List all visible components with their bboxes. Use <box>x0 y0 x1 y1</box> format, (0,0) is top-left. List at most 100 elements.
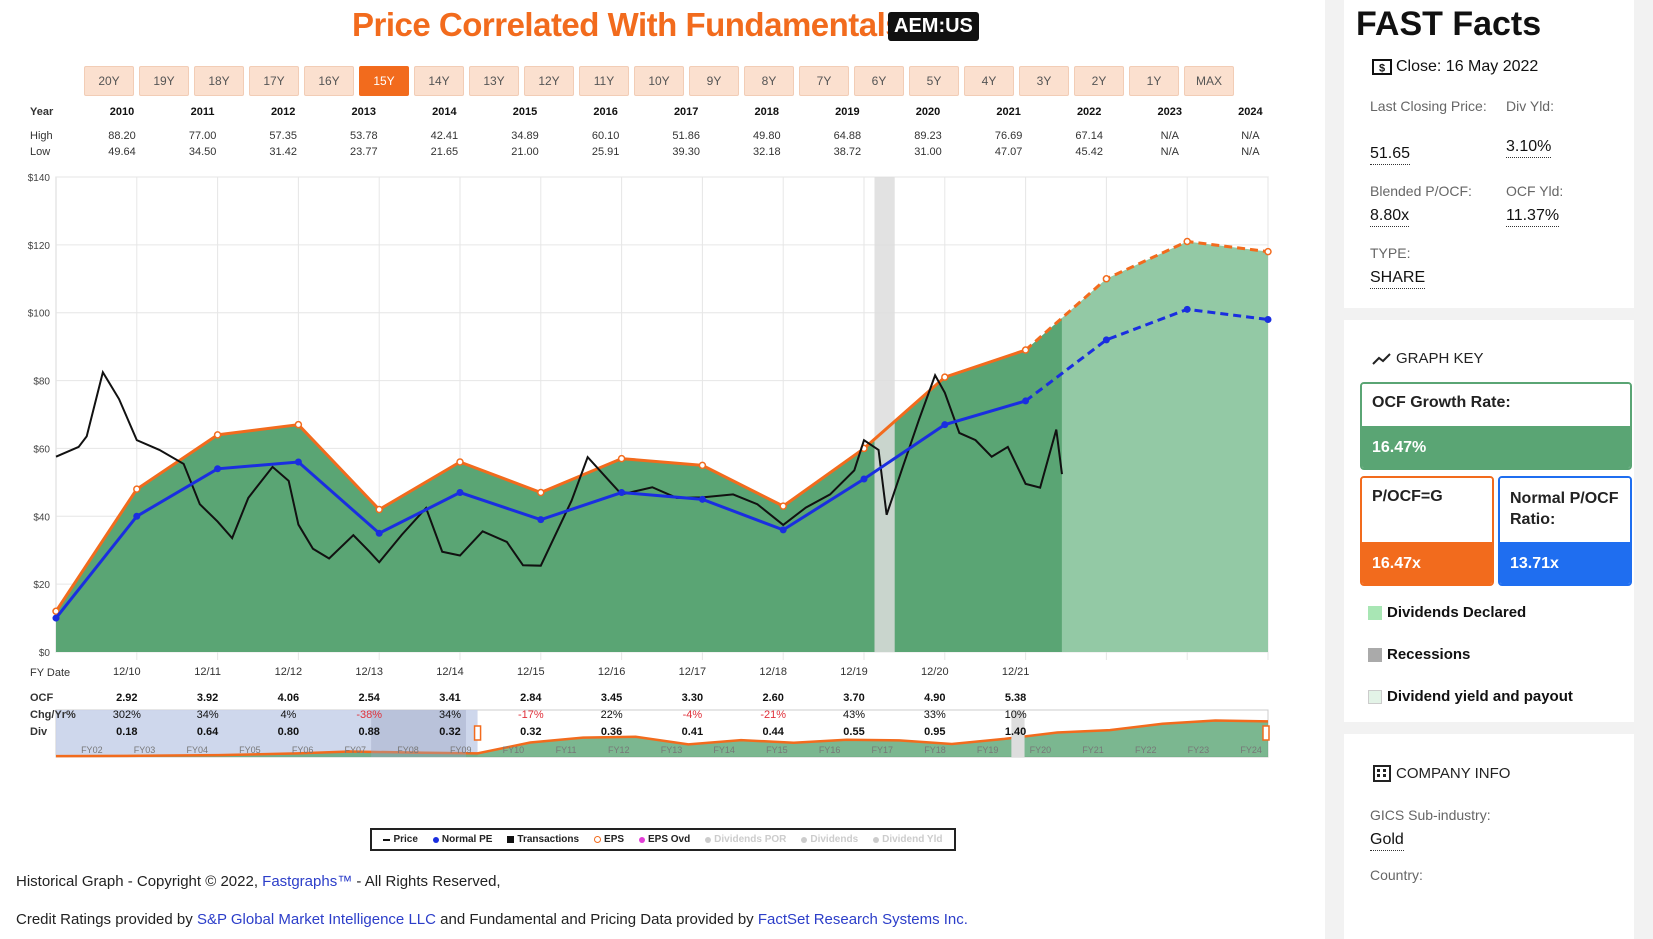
year-table-high-cell: 60.10 <box>591 130 620 142</box>
year-row-label: Year <box>30 106 54 118</box>
fundamentals-ocf-cell: 3.70 <box>843 692 865 704</box>
navigator-label: FY06 <box>292 745 314 755</box>
fundamentals-div-cell: 0.32 <box>520 726 542 738</box>
blended-value: 8.80x <box>1370 206 1410 227</box>
period-button-7y[interactable]: 7Y <box>799 66 849 96</box>
period-button-3y[interactable]: 3Y <box>1019 66 1069 96</box>
year-table-low-cell: 21.00 <box>511 146 539 158</box>
legend-item-eps[interactable]: EPS <box>594 834 624 845</box>
fundamentals-chg-cell: 33% <box>923 709 946 721</box>
normal-pe-point <box>1183 305 1191 313</box>
period-button-18y[interactable]: 18Y <box>194 66 244 96</box>
fundamentals-div-cell: 0.41 <box>681 726 704 738</box>
period-button-10y[interactable]: 10Y <box>634 66 684 96</box>
fundamentals-chg-cell: 10% <box>1004 709 1027 721</box>
fundamentals-div-cell: 0.18 <box>116 726 138 738</box>
normal-pe-point <box>779 526 787 534</box>
key-dividend-yield[interactable]: Dividend yield and payout <box>1368 688 1573 705</box>
year-table-high-cell: 64.88 <box>833 130 862 142</box>
period-button-max[interactable]: MAX <box>1184 66 1234 96</box>
navigator-label: FY10 <box>503 745 525 755</box>
period-button-19y[interactable]: 19Y <box>139 66 189 96</box>
year-table-low-cell: 23.77 <box>350 146 378 158</box>
credit-line: Credit Ratings provided by S&P Global Ma… <box>16 911 968 928</box>
period-button-2y[interactable]: 2Y <box>1074 66 1124 96</box>
navigator-label: FY05 <box>239 745 261 755</box>
company-info-card: COMPANY INFO GICS Sub-industry: Gold Cou… <box>1344 734 1634 939</box>
legend-item-transactions[interactable]: Transactions <box>507 834 579 845</box>
y-tick-label: $20 <box>33 580 50 591</box>
year-table-years-cell: 2021 <box>996 106 1021 118</box>
x-tick-label: 12/16 <box>598 666 626 678</box>
fundamentals-div-cell: 0.44 <box>762 726 784 738</box>
legend-label: Normal PE <box>441 834 493 845</box>
sp-global-link[interactable]: S&P Global Market Intelligence LLC <box>196 911 436 928</box>
year-table-years-cell: 2022 <box>1076 106 1102 118</box>
period-button-9y[interactable]: 9Y <box>689 66 739 96</box>
navigator-label: FY12 <box>608 745 630 755</box>
legend-marker <box>594 836 602 843</box>
fundamentals-div-cell: 0.95 <box>924 726 946 738</box>
period-button-20y[interactable]: 20Y <box>84 66 134 96</box>
period-button-6y[interactable]: 6Y <box>854 66 904 96</box>
period-button-12y[interactable]: 12Y <box>524 66 574 96</box>
fast-facts-title: FAST Facts <box>1356 5 1542 43</box>
period-button-8y[interactable]: 8Y <box>744 66 794 96</box>
year-table-high-cell: 42.41 <box>430 130 459 142</box>
eps-point <box>1021 346 1030 354</box>
legend-item-dividends-por[interactable]: Dividends POR <box>705 834 786 845</box>
legend-item-dividends[interactable]: Dividends <box>801 834 858 845</box>
dividend-yield-swatch <box>1368 689 1382 704</box>
year-table-years-cell: 2012 <box>270 106 296 118</box>
price-chart[interactable]: $0 $20 $40 $60 $80 $100 $120 $140 12/10 12/11 12/1… <box>0 165 1290 805</box>
normal-pe-point <box>52 614 60 622</box>
period-button-17y[interactable]: 17Y <box>249 66 299 96</box>
legend-marker <box>873 836 880 843</box>
navigator-label: FY16 <box>819 745 841 755</box>
navigator-handle-left[interactable] <box>473 725 482 741</box>
navigator-label: FY20 <box>1030 745 1052 755</box>
legend-item-eps-ovd[interactable]: EPS Ovd <box>638 834 690 845</box>
legend-item-price[interactable]: Price <box>383 834 418 845</box>
legend-item-normal-pe[interactable]: Normal PE <box>432 834 493 845</box>
navigator-eps-line <box>55 719 1269 758</box>
fundamentals-ocf-cell: 3.92 <box>196 692 219 704</box>
fy-date-label: FY Date <box>30 667 71 679</box>
fundamentals-chg-cell: 43% <box>842 709 866 721</box>
period-button-16y[interactable]: 16Y <box>304 66 354 96</box>
navigator-label: FY02 <box>81 745 103 755</box>
chart-legend: Price Normal PE Transactions EPS EPS Ovd Divi… <box>370 828 956 851</box>
period-button-14y[interactable]: 14Y <box>414 66 464 96</box>
svg-text:$: $ <box>1379 63 1385 75</box>
y-tick-label: $40 <box>33 512 50 523</box>
fundamentals-ocf-cell: 4.06 <box>277 692 300 704</box>
ocf-row-label: OCF <box>30 692 54 704</box>
period-button-5y[interactable]: 5Y <box>909 66 959 96</box>
year-table-low-cell: 45.42 <box>1075 146 1103 158</box>
ocf-yld-label: OCF Yld: <box>1506 183 1564 199</box>
last-closing-value: 51.65 <box>1370 144 1411 165</box>
period-button-1y[interactable]: 1Y <box>1129 66 1179 96</box>
key-dividends-declared[interactable]: Dividends Declared <box>1368 604 1526 621</box>
div-yld-label: Div Yld: <box>1506 98 1554 114</box>
period-button-13y[interactable]: 13Y <box>469 66 519 96</box>
factset-link[interactable]: FactSet Research Systems Inc. <box>757 911 968 928</box>
key-recessions[interactable]: Recessions <box>1368 646 1470 663</box>
eps-point <box>1183 237 1191 246</box>
legend-item-dividend-yld[interactable]: Dividend Yld <box>873 834 942 845</box>
year-table-low-cell: 39.30 <box>672 146 700 158</box>
normal-pocf-box: Normal P/OCF Ratio: 13.71x <box>1498 476 1632 586</box>
period-button-4y[interactable]: 4Y <box>964 66 1014 96</box>
type-label: TYPE: <box>1370 245 1411 261</box>
year-table-low-cell: 25.91 <box>591 146 620 158</box>
period-button-15y[interactable]: 15Y <box>359 66 409 96</box>
navigator-label: FY15 <box>766 745 788 755</box>
normal-pocf-value: 13.71x <box>1500 542 1630 584</box>
navigator-handle-right[interactable] <box>1262 725 1270 741</box>
period-button-11y[interactable]: 11Y <box>579 66 629 96</box>
x-tick-label: 12/20 <box>921 666 949 678</box>
eps-point <box>456 458 464 466</box>
fastgraphs-link[interactable]: Fastgraphs™ <box>262 873 353 890</box>
fundamentals-div-cell: 1.40 <box>1004 726 1027 738</box>
fundamentals-chg-cell: 34% <box>196 709 219 721</box>
